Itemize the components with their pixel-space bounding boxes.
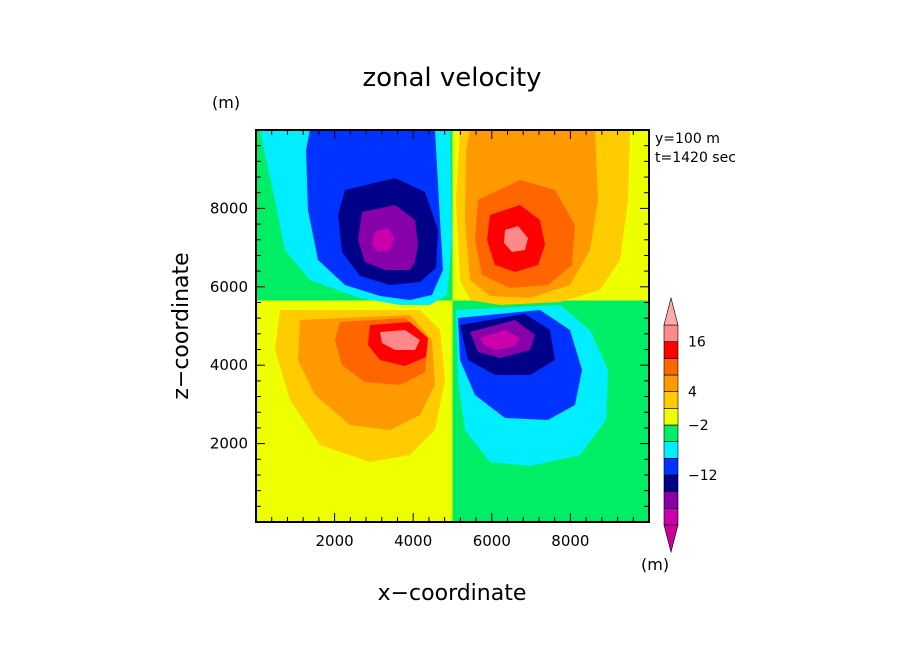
axis-ticks: 2000 4000 6000 8000 2000 4000 6000 8000 [210,130,649,550]
colorbar-swatch [663,458,679,476]
colorbar-swatch [663,341,679,359]
colorbar-swatch [663,424,679,442]
colorbar-extend-high [663,296,679,326]
chart-title: zonal velocity [362,63,541,93]
colorbar-swatch [663,358,679,376]
colorbar-swatch [663,441,679,459]
colorbar-unit-label: (m) [641,555,669,574]
y-tick-label: 2000 [210,435,248,453]
x-tick-label: 8000 [551,532,589,550]
y-tick-label: 4000 [210,356,248,374]
x-axis-label: x−coordinate [378,581,527,606]
annotation-y: y=100 m [655,131,720,147]
colorbar-swatch [663,474,679,492]
colorbar-label: 4 [688,385,697,401]
contour-field [256,130,649,522]
lobe-upper-left-band-4 [372,228,394,252]
colorbar-swatch [663,508,679,526]
colorbar-extend-low [663,524,679,554]
y-axis-label: z−coordinate [169,252,194,399]
lobe-lower-right-band-4 [480,330,520,350]
colorbar-swatch [663,408,679,426]
colorbar: 16 4 −2 −12 [663,296,718,554]
annotation-time: t=1420 sec [655,150,736,166]
lobe-lower-left-band-4 [380,330,420,350]
colorbar-swatch [663,491,679,509]
colorbar-swatch [663,374,679,392]
y-tick-label: 8000 [210,199,248,217]
x-tick-label: 6000 [473,532,511,550]
colorbar-label: −12 [688,468,718,484]
y-unit-label: (m) [212,93,240,112]
colorbar-label: −2 [688,418,709,434]
x-tick-label: 2000 [316,532,354,550]
colorbar-label: 16 [688,335,706,351]
plot-frame [255,129,650,523]
lobe-upper-right-band-4 [504,226,528,252]
y-tick-label: 6000 [210,278,248,296]
colorbar-swatch [663,391,679,409]
colorbar-swatch [663,324,679,342]
x-tick-label: 4000 [394,532,432,550]
